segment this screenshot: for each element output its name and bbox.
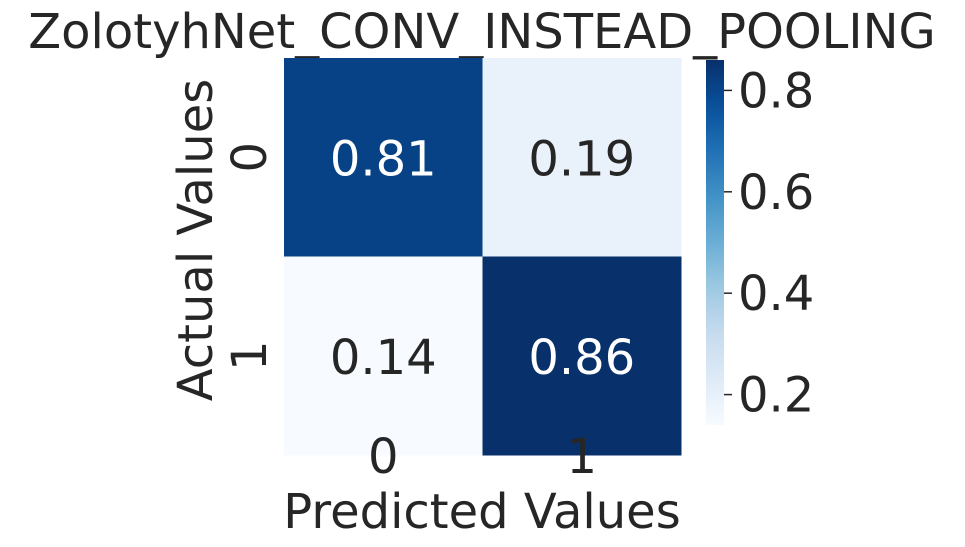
cell-value-label-1-0: 0.14 [330,330,437,386]
y-axis-label: Actual Values [168,79,224,401]
colorbar [706,60,724,425]
x-tick-label-1: 1 [566,429,597,485]
colorbar-tick-label: 0.6 [738,165,814,221]
colorbar-tick-label: 0.2 [738,368,814,424]
chart-title: ZolotyhNet_CONV_INSTEAD_POOLING [28,4,935,60]
heatmap-annotations: 0.81 0.19 0.14 0.86 [330,131,635,386]
colorbar-tick-label: 0.4 [738,266,814,322]
heatmap-cell-0-0 [284,58,483,257]
cell-value-label-0-1: 0.19 [528,131,635,187]
heatmap-cell-0-1 [482,58,682,257]
colorbar-tick-label: 0.8 [738,63,814,119]
colorbar-ticks: 0.2 0.4 0.6 0.8 [724,63,814,424]
x-tick-label-0: 0 [368,429,399,485]
y-axis-ticks: 01 [222,142,278,371]
y-tick-label-1: 1 [222,340,278,371]
cell-value-label-1-1: 0.86 [528,330,635,386]
heatmap-cell-1-1 [482,256,682,456]
cell-value-label-0-0: 0.81 [330,131,437,187]
y-tick-label-0: 0 [222,142,278,173]
heatmap-cells [284,58,682,456]
heatmap-cell-1-0 [284,256,483,456]
x-axis-label: Predicted Values [283,484,680,540]
